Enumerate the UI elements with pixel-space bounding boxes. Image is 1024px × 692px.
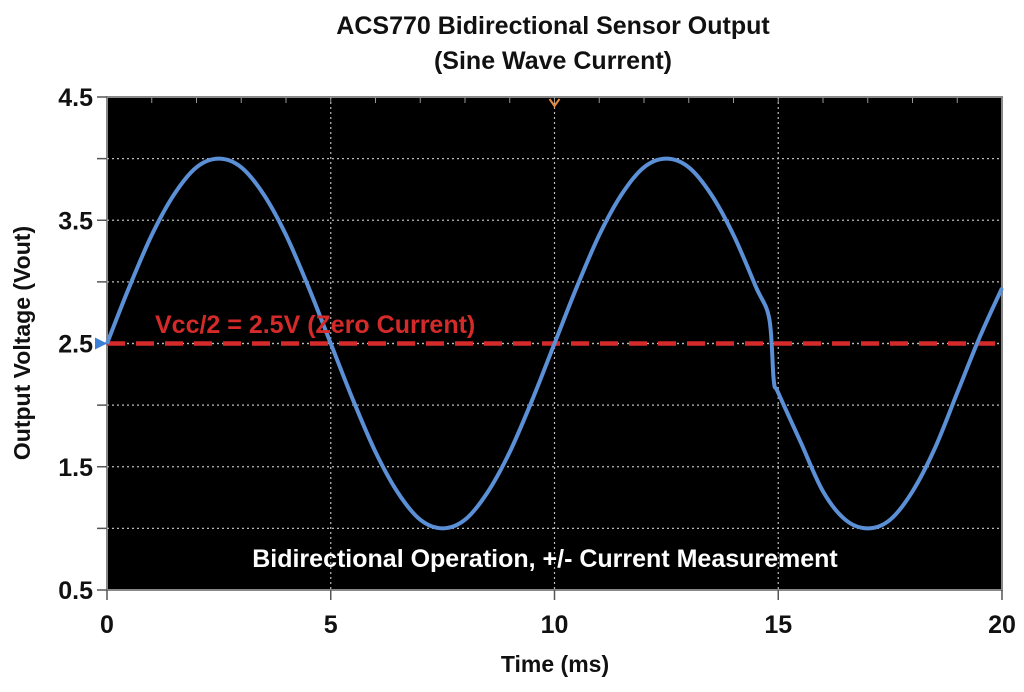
- annotation: Bidirectional Operation, +/- Current Mea…: [252, 545, 838, 573]
- chart-title: ACS770 Bidirectional Sensor Output: [336, 12, 770, 40]
- y-tick-label: 1.5: [58, 454, 93, 482]
- x-tick-label: 0: [100, 611, 114, 639]
- x-tick-label: 5: [324, 611, 338, 639]
- level-marker-icon: [95, 338, 107, 350]
- y-tick-label: 4.5: [58, 84, 93, 112]
- y-axis-label: Output Voltage (Vout): [9, 226, 35, 460]
- reference-line-label: Vcc/2 = 2.5V (Zero Current): [155, 311, 475, 339]
- x-tick-label: 20: [988, 611, 1016, 639]
- y-tick-label: 3.5: [58, 207, 93, 235]
- x-axis-label: Time (ms): [501, 651, 609, 677]
- y-tick-label: 2.5: [58, 331, 93, 359]
- chart-subtitle: (Sine Wave Current): [434, 47, 672, 75]
- x-tick-label: 15: [764, 611, 792, 639]
- y-tick-label: 0.5: [58, 577, 93, 605]
- x-tick-label: 10: [541, 611, 569, 639]
